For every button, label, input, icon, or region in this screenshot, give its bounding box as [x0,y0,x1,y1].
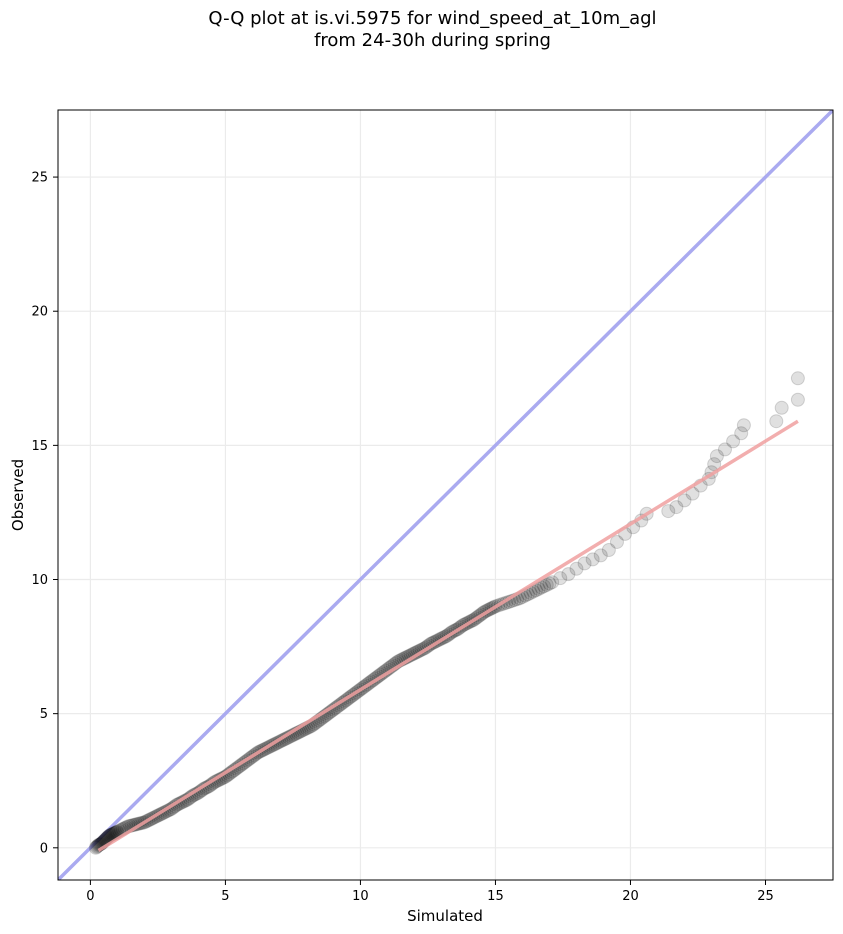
data-point [736,418,751,433]
y-tick-label: 15 [31,439,48,454]
x-tick-label: 15 [487,889,504,904]
data-point [545,575,560,590]
data-point [717,442,732,457]
chart-title-block: Q-Q plot at is.vi.5975 for wind_speed_at… [0,8,843,52]
y-tick-label: 0 [40,841,48,856]
x-tick-label: 20 [622,889,639,904]
chart-title: Q-Q plot at is.vi.5975 for wind_speed_at… [208,8,657,29]
data-point [790,371,805,386]
x-axis-label: Simulated [407,907,483,925]
x-axis-ticks: 0 5 10 15 20 25 [86,880,774,904]
data-point [669,500,684,515]
y-tick-label: 5 [40,707,48,722]
data-point [577,556,592,571]
data-point [569,561,584,576]
data-point [734,426,749,441]
identity-reference-line [58,110,833,880]
data-point [709,449,724,464]
data-point [593,548,608,563]
data-point [585,552,600,567]
x-tick-label: 25 [757,889,774,904]
data-point [542,576,557,591]
data-point [539,577,554,592]
grid-lines [58,110,833,880]
data-point [661,504,676,519]
data-point [774,400,789,415]
y-axis-label: Observed [9,459,27,531]
plot-frame [57,109,834,881]
data-point [726,434,741,449]
data-point [531,581,546,596]
data-point [601,543,616,557]
data-point [553,571,568,586]
x-tick-label: 0 [86,889,94,904]
x-tick-label: 10 [352,889,369,904]
y-tick-label: 20 [31,305,48,320]
data-points [88,371,805,855]
y-tick-label: 10 [31,573,48,588]
data-point [534,580,549,595]
data-point [677,493,692,508]
y-axis-ticks: 0 5 10 15 20 25 [31,171,58,856]
chart-subtitle: from 24-30h during spring [314,30,551,51]
data-point [769,414,784,429]
data-point [609,534,624,549]
y-tick-label: 25 [31,171,48,186]
fit-line [97,419,799,852]
data-point [537,579,552,594]
data-point [561,567,576,582]
data-point [790,392,805,407]
x-tick-label: 5 [221,889,229,904]
